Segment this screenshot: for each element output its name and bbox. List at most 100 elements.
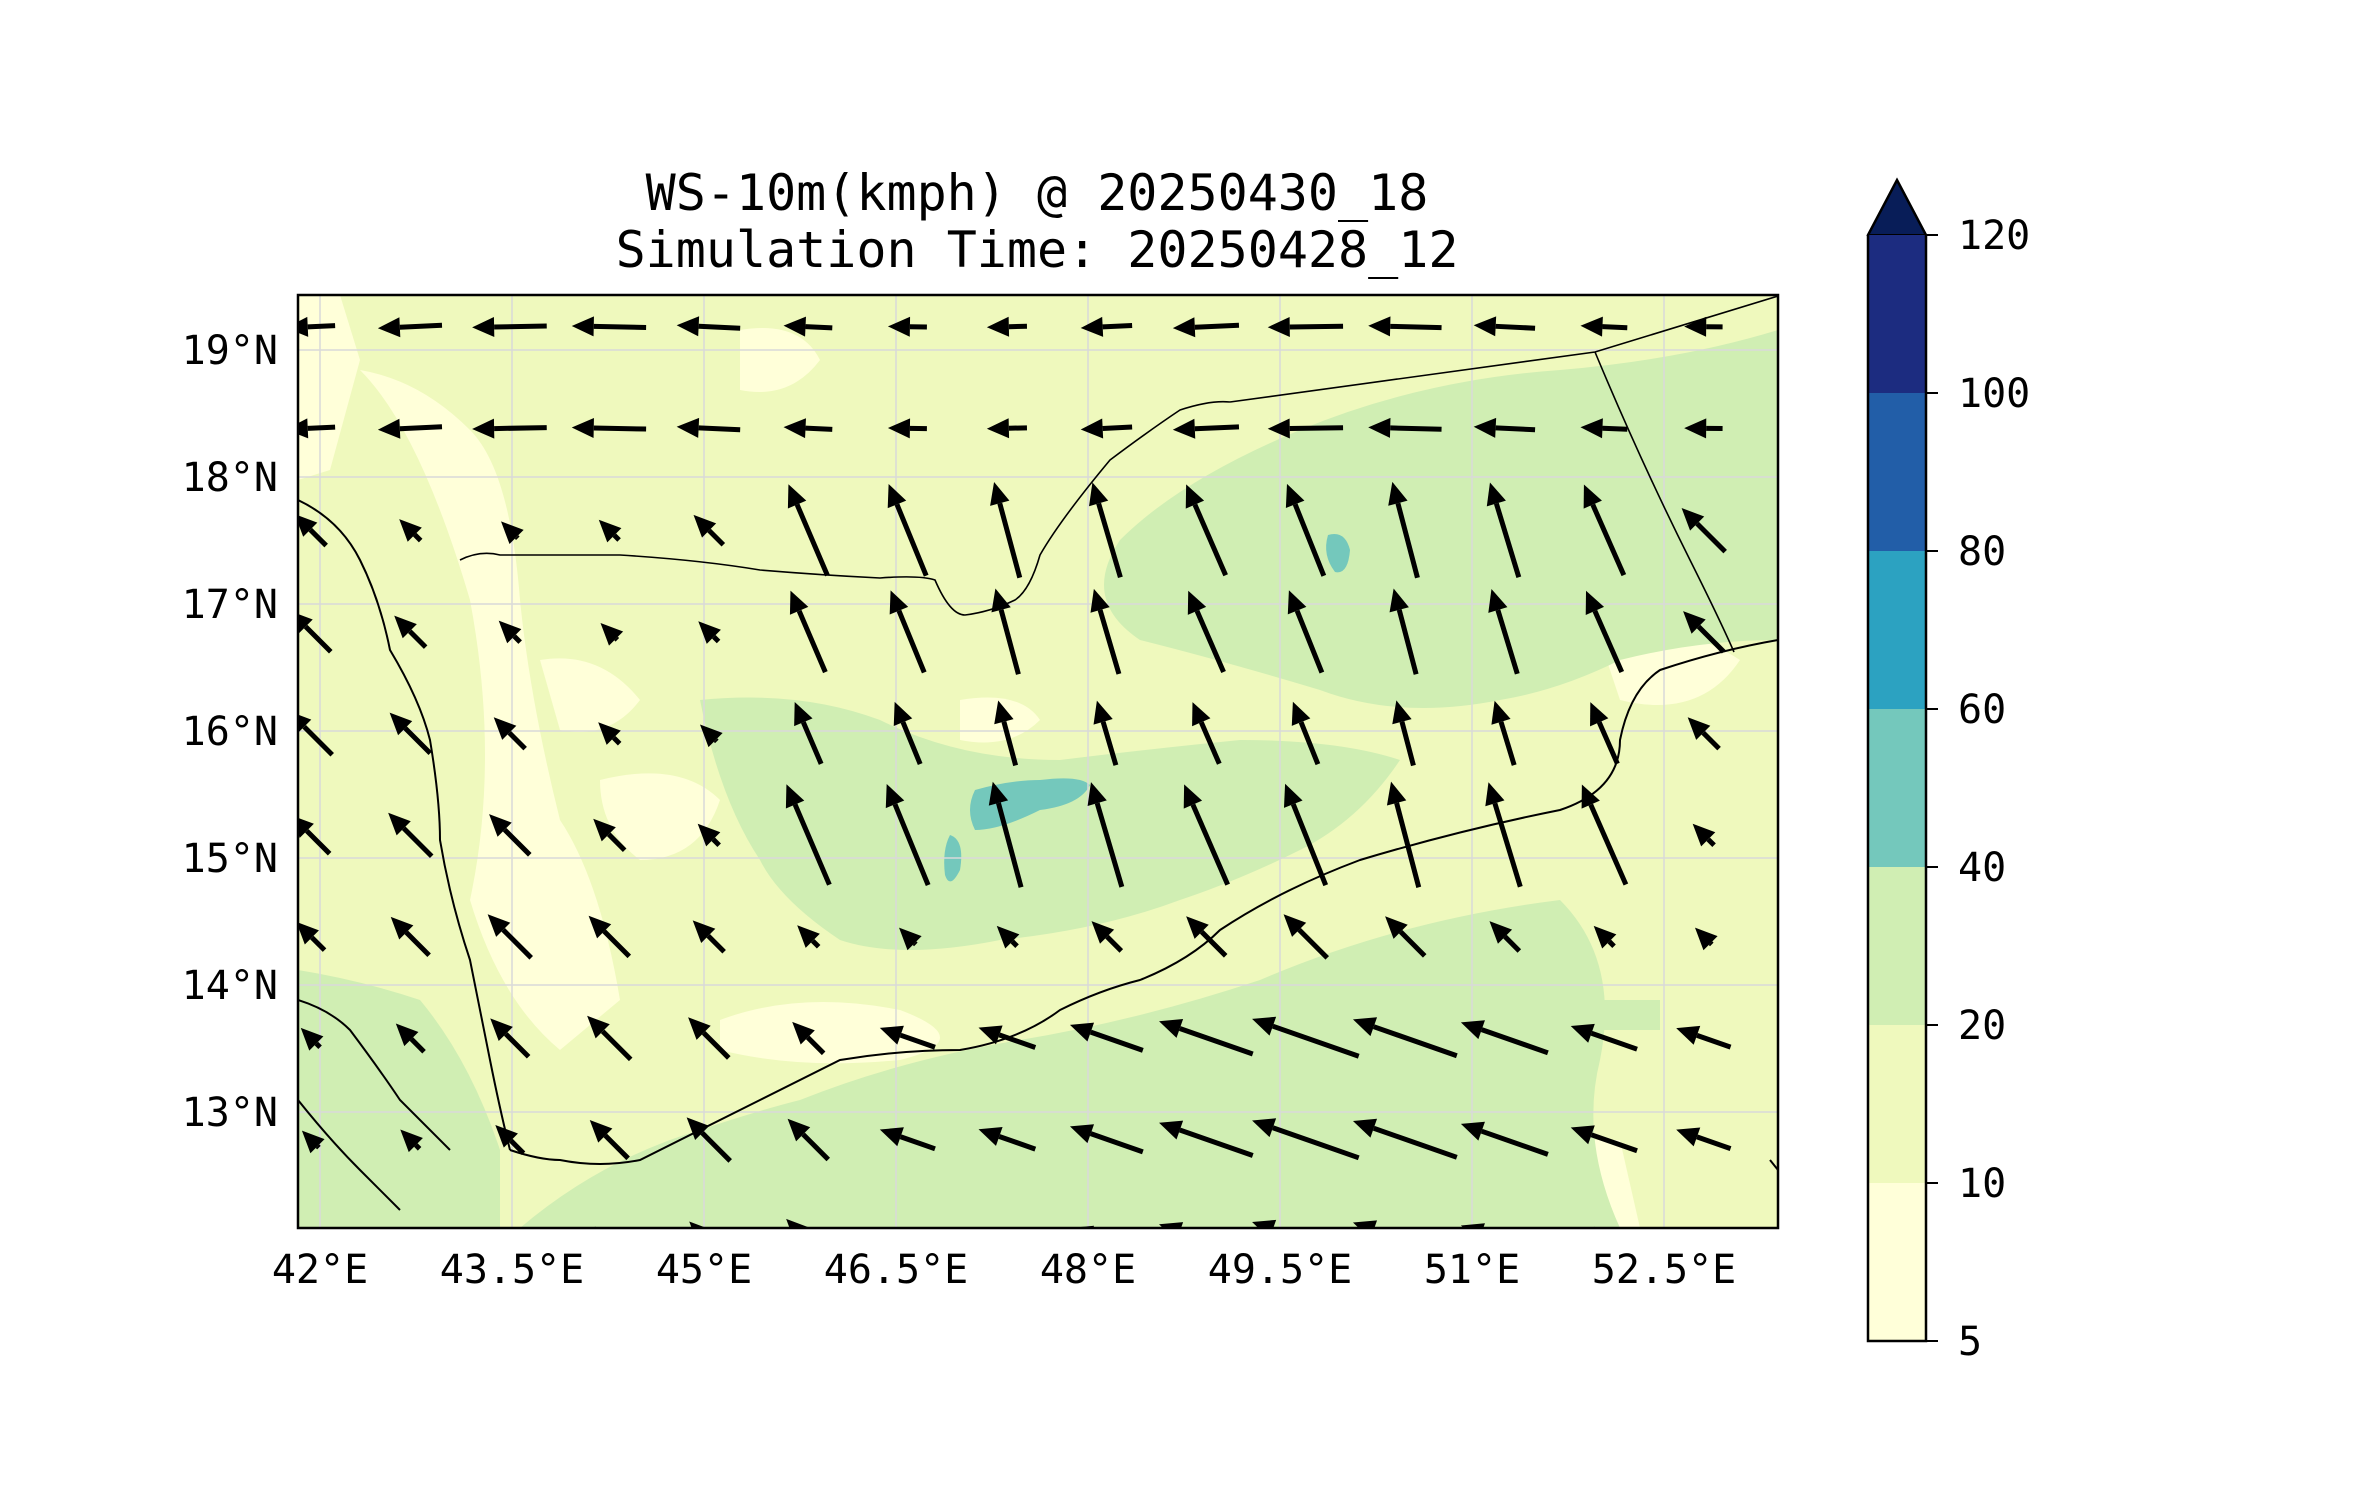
wind-arrow-head bbox=[1570, 1125, 1595, 1145]
lon-tick-label: 49.5°E bbox=[1208, 1247, 1353, 1293]
wind-arrow-head bbox=[1386, 781, 1407, 806]
wind-arrow-shaft bbox=[1198, 721, 1222, 765]
wind-arrow-head bbox=[298, 817, 314, 838]
wind-arrow-shaft bbox=[1706, 837, 1716, 847]
colorbar-bin-40-60 bbox=[1868, 709, 1926, 867]
wind-arrow-head bbox=[1352, 1017, 1378, 1037]
wind-arrow-shaft bbox=[611, 735, 622, 746]
wind-arrow-shaft bbox=[302, 724, 334, 757]
wind-arrow-shaft bbox=[409, 1037, 426, 1054]
wind-arrow-shaft bbox=[1290, 803, 1329, 887]
wind-arrow-head bbox=[1460, 1020, 1485, 1040]
wind-arrow-shaft bbox=[1503, 934, 1522, 953]
wind-arrow-head bbox=[598, 722, 621, 745]
wind-arrow-head bbox=[885, 783, 905, 809]
wind-arrow-head bbox=[1585, 590, 1605, 615]
wind-arrow-head bbox=[298, 316, 309, 337]
wind-arrow-shaft bbox=[792, 803, 832, 886]
wind-arrow-head bbox=[978, 1127, 1003, 1146]
wind-arrow-head bbox=[388, 812, 411, 836]
wind-arrow-head bbox=[887, 484, 907, 509]
wind-arrow-head bbox=[1159, 1222, 1184, 1228]
map-gridlines bbox=[298, 295, 1778, 1228]
wind-arrow-shaft bbox=[998, 609, 1021, 675]
wind-arrow-shaft bbox=[1492, 802, 1523, 888]
wind-arrow-head bbox=[1291, 701, 1311, 726]
wind-arrow-head bbox=[588, 915, 612, 939]
wind-arrow-shaft bbox=[998, 1134, 1037, 1152]
colorbar-label: 40 bbox=[1958, 845, 2006, 891]
wind-arrow-head bbox=[1368, 417, 1391, 438]
colorbar-bin-10-20 bbox=[1868, 1025, 1926, 1183]
wind-arrow-shaft bbox=[401, 826, 434, 859]
wind-arrow-shaft bbox=[805, 324, 833, 331]
wind-arrow-shaft bbox=[408, 629, 428, 649]
wind-arrow-shaft bbox=[1294, 609, 1325, 674]
wind-arrow-head bbox=[1090, 588, 1110, 613]
wind-arrow-head bbox=[501, 521, 524, 545]
wind-arrow-shaft bbox=[514, 535, 520, 541]
wind-arrow-head bbox=[1580, 316, 1603, 337]
wind-arrow-shaft bbox=[1590, 1132, 1638, 1154]
wind-arrow-shaft bbox=[805, 425, 833, 432]
wind-arrow-head bbox=[300, 1027, 324, 1051]
wind-arrow-shaft bbox=[403, 726, 433, 756]
wind-arrow-shaft bbox=[1289, 323, 1344, 330]
wind-arrow-shaft bbox=[305, 829, 332, 856]
wind-arrow-head bbox=[1460, 1223, 1485, 1228]
colorbar-bin-100-120 bbox=[1868, 235, 1926, 393]
wind-arrow-head bbox=[1692, 823, 1716, 847]
wind-arrow-shaft bbox=[504, 1032, 531, 1059]
wind-arrow-shaft bbox=[1399, 721, 1416, 767]
lat-tick-label: 19°N bbox=[182, 328, 278, 374]
wind-arrow-head bbox=[598, 519, 622, 543]
wind-arrow-shaft bbox=[900, 721, 923, 765]
wind-arrow-shaft bbox=[1199, 930, 1228, 958]
wind-arrow-head bbox=[1676, 1127, 1701, 1147]
wind-arrow-shaft bbox=[1194, 424, 1240, 432]
wind-arrow-head bbox=[783, 418, 806, 439]
wind-arrow-shaft bbox=[507, 731, 527, 751]
wind-arrow-shaft bbox=[999, 1238, 1035, 1251]
wind-arrow-shaft bbox=[1696, 1032, 1732, 1050]
wind-arrow-head bbox=[587, 1015, 610, 1039]
lat-tick-label: 18°N bbox=[182, 455, 278, 501]
wind-arrow-head bbox=[1186, 916, 1209, 939]
wind-arrow-shaft bbox=[899, 1032, 936, 1050]
wind-arrow-head bbox=[1489, 921, 1513, 944]
wind-speed-fill-20-40 bbox=[298, 330, 1778, 1228]
wind-arrow-shaft bbox=[1696, 624, 1726, 654]
wind-arrow-shaft bbox=[997, 502, 1023, 579]
lon-tick-label: 48°E bbox=[1040, 1247, 1136, 1293]
wind-arrow-shaft bbox=[412, 532, 423, 543]
wind-arrow-head bbox=[676, 316, 700, 337]
wind-arrow-head bbox=[978, 1025, 1003, 1045]
lon-tick-label: 42°E bbox=[272, 1247, 368, 1293]
wind-arrow-head bbox=[1583, 484, 1602, 509]
wind-arrow-head bbox=[1087, 782, 1107, 807]
wind-arrow-shaft bbox=[1298, 721, 1321, 766]
colorbar: 120 100 80 60 40 20 10 5 bbox=[1866, 177, 2030, 1365]
wind-arrow-shaft bbox=[1272, 1125, 1360, 1161]
wind-arrow-shaft bbox=[1102, 424, 1133, 431]
wind-arrow-head bbox=[493, 717, 517, 740]
map-panel bbox=[298, 295, 1778, 1251]
wind-arrow-shaft bbox=[1372, 1125, 1458, 1160]
wind-arrow-head bbox=[786, 1218, 809, 1228]
wind-arrow-shaft bbox=[502, 827, 532, 857]
wind-arrow-head bbox=[1581, 784, 1600, 809]
colorbar-ticks bbox=[1926, 234, 1938, 1342]
wind-arrow-shaft bbox=[707, 528, 726, 547]
wind-arrow-head bbox=[986, 316, 1010, 337]
wind-arrow-shaft bbox=[712, 635, 721, 644]
wind-arrow-shaft bbox=[600, 1029, 633, 1062]
wind-arrow-head bbox=[1687, 717, 1711, 740]
wind-arrow-shaft bbox=[1695, 521, 1727, 554]
lon-tick-label: 52.5°E bbox=[1592, 1247, 1737, 1293]
lat-tick-label: 15°N bbox=[182, 836, 278, 882]
lat-tick-label: 14°N bbox=[182, 963, 278, 1009]
wind-arrow-head bbox=[1267, 316, 1290, 337]
lon-tick-label: 46.5°E bbox=[824, 1247, 969, 1293]
wind-arrow-head bbox=[298, 922, 319, 945]
wind-arrow-shaft bbox=[1292, 503, 1327, 577]
